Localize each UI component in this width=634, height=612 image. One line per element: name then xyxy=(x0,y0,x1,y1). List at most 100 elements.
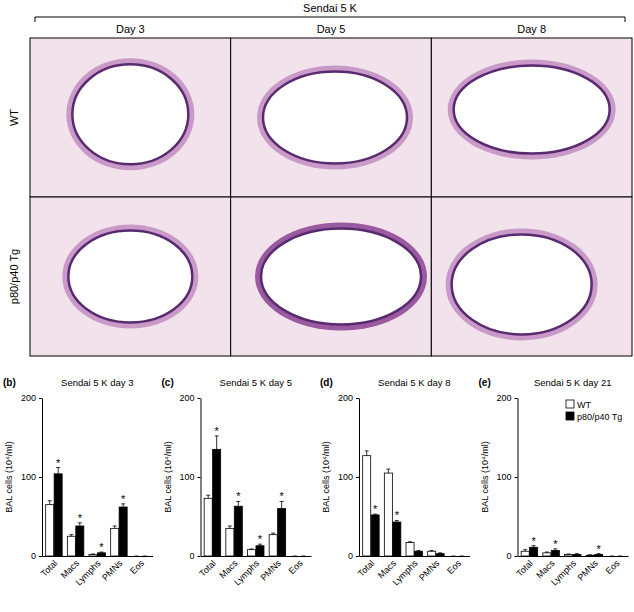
x-axis: TotalMacsLymphsPMNsEos xyxy=(39,556,153,587)
y-tick-label: 0 xyxy=(31,551,36,561)
y-axis-line xyxy=(42,399,43,557)
x-tick: Eos xyxy=(445,556,463,576)
y-tick-mark xyxy=(356,556,359,557)
x-tick: PMNs xyxy=(417,556,442,583)
x-axis-line xyxy=(43,556,154,557)
bar xyxy=(46,505,54,556)
bar xyxy=(363,456,371,556)
y-tick-mark xyxy=(515,556,518,557)
error-bar xyxy=(588,554,592,555)
y-axis: 0100200 xyxy=(496,393,518,561)
error-bar xyxy=(438,552,442,554)
y-tick-mark xyxy=(39,398,42,399)
significance-marker: * xyxy=(215,425,220,437)
bar xyxy=(428,551,436,556)
y-tick-mark xyxy=(39,477,42,478)
airway-lumen xyxy=(452,234,592,334)
column-label: Day 5 xyxy=(317,23,346,35)
bar xyxy=(278,509,286,556)
bar xyxy=(119,507,127,556)
x-axis: TotalMacsLymphsPMNsEos xyxy=(356,556,470,587)
bar xyxy=(97,553,105,556)
bar xyxy=(213,449,221,556)
bar xyxy=(269,535,277,556)
y-axis-title: BAL cells (10⁴/ml) xyxy=(480,441,490,513)
significance-marker: * xyxy=(56,457,61,469)
x-tick-label: Total xyxy=(197,558,218,579)
x-tick: Total xyxy=(197,556,218,579)
x-axis-line xyxy=(360,556,471,557)
bar xyxy=(436,554,444,556)
x-tick-label: Total xyxy=(356,558,377,579)
x-tick: Eos xyxy=(603,556,621,576)
micrograph xyxy=(231,38,432,197)
figure-title: Sendai 5 K xyxy=(303,2,357,14)
y-tick-label: 100 xyxy=(496,472,511,482)
bar xyxy=(595,554,603,556)
error-bar xyxy=(545,552,549,554)
bar xyxy=(226,528,234,556)
bar-chart: (e)Sendai 5 K day 21BAL cells (10⁴/ml)**… xyxy=(479,377,629,587)
y-tick-label: 0 xyxy=(506,551,511,561)
y-tick-mark xyxy=(198,398,201,399)
error-bar xyxy=(271,533,275,535)
bar xyxy=(616,556,624,557)
micrograph xyxy=(431,197,632,356)
bar xyxy=(530,547,538,556)
bar-chart: (c)Sendai 5 K day 5BAL cells (10⁴/ml)***… xyxy=(162,377,312,587)
y-tick: 200 xyxy=(21,393,42,403)
y-tick: 100 xyxy=(21,472,42,482)
airway-wall xyxy=(257,66,413,170)
micrograph xyxy=(431,38,632,197)
chart-title: Sendai 5 K day 3 xyxy=(61,377,133,388)
y-tick-label: 0 xyxy=(348,551,353,561)
legend-label: p80/p40 Tg xyxy=(577,412,622,422)
y-tick: 100 xyxy=(179,472,200,482)
plot-area xyxy=(363,451,464,556)
y-tick-label: 0 xyxy=(189,551,194,561)
y-tick-mark xyxy=(198,556,201,557)
bar xyxy=(76,526,84,556)
y-tick: 0 xyxy=(506,551,517,561)
x-tick-label: PMNs xyxy=(417,558,442,583)
y-axis-title: BAL cells (10⁴/ml) xyxy=(4,441,14,513)
y-tick-mark xyxy=(515,398,518,399)
bar xyxy=(384,473,392,556)
x-tick-label: PMNs xyxy=(575,558,600,583)
bar xyxy=(414,551,422,556)
bar xyxy=(141,556,149,557)
x-tick-label: Total xyxy=(514,558,535,579)
y-tick-mark xyxy=(39,556,42,557)
significance-marker: * xyxy=(258,533,263,545)
y-tick: 100 xyxy=(496,472,517,482)
y-tick-mark xyxy=(356,477,359,478)
y-tick: 100 xyxy=(338,472,359,482)
y-tick-label: 200 xyxy=(21,393,36,403)
y-tick: 200 xyxy=(179,393,200,403)
chart-title: Sendai 5 K day 5 xyxy=(220,377,292,388)
bar xyxy=(521,551,529,556)
x-tick: Lymphs xyxy=(232,556,261,587)
airway-lumen xyxy=(72,64,188,164)
bar xyxy=(291,556,299,557)
bar xyxy=(449,556,457,557)
bar xyxy=(299,556,307,557)
column-label: Day 3 xyxy=(116,23,145,35)
bar xyxy=(608,556,616,557)
row-label: WT xyxy=(8,109,20,126)
y-axis: 0 100 200 xyxy=(338,393,360,561)
error-bar xyxy=(293,556,297,557)
bar-chart: (b)Sendai 5 K day 3BAL cells (10⁴/ml)***… xyxy=(3,377,153,587)
error-bar xyxy=(206,495,210,498)
bar xyxy=(565,554,573,556)
y-tick-mark xyxy=(356,398,359,399)
y-tick: 200 xyxy=(338,393,359,403)
bar xyxy=(256,546,264,556)
row-label: p80/p40 Tg xyxy=(8,249,20,304)
panel-label: (d) xyxy=(320,377,333,388)
airway-wall xyxy=(446,228,598,340)
significance-marker: * xyxy=(99,541,104,553)
y-tick: 0 xyxy=(189,551,200,561)
error-bar xyxy=(91,554,95,555)
y-tick-label: 100 xyxy=(338,472,353,482)
